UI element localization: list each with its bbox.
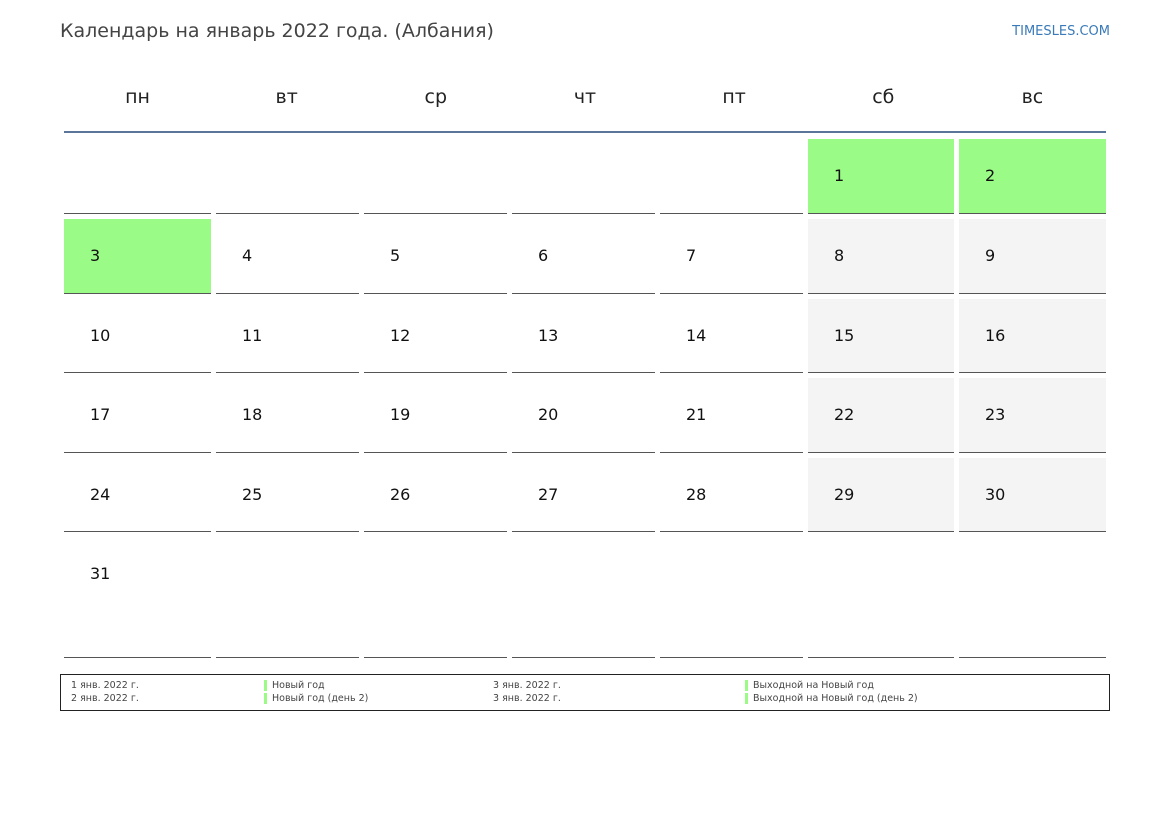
day-cell[interactable]: 9 <box>959 219 1106 294</box>
weekday-mon: пн <box>125 86 150 108</box>
day-number: 25 <box>242 485 263 504</box>
weekday-fri: пт <box>722 86 746 108</box>
day-number: 18 <box>242 405 263 424</box>
weekday-tue: вт <box>275 86 298 108</box>
empty-day-cell <box>512 139 655 214</box>
day-cell[interactable]: 5 <box>364 219 507 294</box>
day-number: 21 <box>686 405 707 424</box>
day-cell[interactable]: 12 <box>364 299 507 373</box>
day-number: 1 <box>834 166 845 185</box>
day-number: 10 <box>90 326 111 345</box>
day-number: 13 <box>538 326 559 345</box>
day-cell[interactable]: 18 <box>216 378 359 453</box>
day-cell[interactable]: 17 <box>64 378 211 453</box>
day-number: 8 <box>834 246 845 265</box>
day-cell[interactable]: 28 <box>660 458 803 532</box>
holiday-legend: 1 янв. 2022 г. Новый год 3 янв. 2022 г. … <box>60 674 1110 711</box>
day-number: 3 <box>90 246 101 265</box>
day-number: 2 <box>985 166 996 185</box>
header-divider <box>64 131 1106 133</box>
day-cell[interactable]: 13 <box>512 299 655 373</box>
empty-day-cell <box>364 139 507 214</box>
day-number: 29 <box>834 485 855 504</box>
day-cell[interactable]: 29 <box>808 458 954 532</box>
legend-date: 3 янв. 2022 г. <box>493 680 561 691</box>
holiday-day-cell[interactable]: 2 <box>959 139 1106 214</box>
empty-day-cell <box>660 538 803 658</box>
day-cell[interactable]: 8 <box>808 219 954 294</box>
day-cell[interactable]: 4 <box>216 219 359 294</box>
day-number: 30 <box>985 485 1006 504</box>
day-cell[interactable]: 19 <box>364 378 507 453</box>
day-cell[interactable]: 16 <box>959 299 1106 373</box>
empty-day-cell <box>64 139 211 214</box>
day-number: 15 <box>834 326 855 345</box>
day-cell[interactable]: 25 <box>216 458 359 532</box>
day-number: 11 <box>242 326 263 345</box>
empty-day-cell <box>660 139 803 214</box>
legend-holiday-name: Новый год (день 2) <box>264 693 368 704</box>
day-cell[interactable]: 23 <box>959 378 1106 453</box>
day-cell[interactable]: 27 <box>512 458 655 532</box>
day-number: 9 <box>985 246 996 265</box>
legend-date: 1 янв. 2022 г. <box>71 680 139 691</box>
day-number: 7 <box>686 246 697 265</box>
empty-day-cell <box>216 538 359 658</box>
legend-holiday-name: Выходной на Новый год <box>745 680 874 691</box>
empty-day-cell <box>216 139 359 214</box>
day-number: 28 <box>686 485 707 504</box>
day-number: 17 <box>90 405 111 424</box>
day-cell[interactable]: 22 <box>808 378 954 453</box>
day-number: 24 <box>90 485 111 504</box>
day-cell[interactable]: 11 <box>216 299 359 373</box>
holiday-day-cell[interactable]: 1 <box>808 139 954 214</box>
empty-day-cell <box>364 538 507 658</box>
day-number: 19 <box>390 405 411 424</box>
day-cell[interactable]: 6 <box>512 219 655 294</box>
day-number: 31 <box>90 564 111 583</box>
legend-row: 2 янв. 2022 г. Новый год (день 2) 3 янв.… <box>61 693 1109 705</box>
weekday-header: пн вт ср чт пт сб вс <box>64 86 1106 108</box>
legend-row: 1 янв. 2022 г. Новый год 3 янв. 2022 г. … <box>61 680 1109 692</box>
empty-day-cell <box>959 538 1106 658</box>
day-cell[interactable]: 20 <box>512 378 655 453</box>
day-number: 12 <box>390 326 411 345</box>
day-number: 22 <box>834 405 855 424</box>
legend-date: 2 янв. 2022 г. <box>71 693 139 704</box>
empty-day-cell <box>512 538 655 658</box>
day-cell[interactable]: 26 <box>364 458 507 532</box>
day-cell[interactable]: 10 <box>64 299 211 373</box>
day-cell[interactable]: 7 <box>660 219 803 294</box>
day-cell[interactable]: 30 <box>959 458 1106 532</box>
empty-day-cell <box>808 538 954 658</box>
day-number: 20 <box>538 405 559 424</box>
day-cell[interactable]: 14 <box>660 299 803 373</box>
day-cell[interactable]: 21 <box>660 378 803 453</box>
day-cell[interactable]: 24 <box>64 458 211 532</box>
day-number: 14 <box>686 326 707 345</box>
day-number: 27 <box>538 485 559 504</box>
legend-holiday-name: Выходной на Новый год (день 2) <box>745 693 918 704</box>
legend-holiday-name: Новый год <box>264 680 325 691</box>
page-title: Календарь на январь 2022 года. (Албания) <box>60 20 494 42</box>
site-link[interactable]: TIMESLES.COM <box>1012 24 1110 39</box>
day-number: 6 <box>538 246 549 265</box>
weekday-sat: сб <box>872 86 895 108</box>
day-cell[interactable]: 31 <box>64 538 211 658</box>
day-number: 4 <box>242 246 253 265</box>
day-number: 23 <box>985 405 1006 424</box>
weekday-wed: ср <box>424 86 448 108</box>
legend-date: 3 янв. 2022 г. <box>493 693 561 704</box>
weekday-thu: чт <box>573 86 597 108</box>
day-cell[interactable]: 15 <box>808 299 954 373</box>
weekday-sun: вс <box>1021 86 1044 108</box>
day-number: 16 <box>985 326 1006 345</box>
day-number: 5 <box>390 246 401 265</box>
holiday-day-cell[interactable]: 3 <box>64 219 211 294</box>
day-number: 26 <box>390 485 411 504</box>
